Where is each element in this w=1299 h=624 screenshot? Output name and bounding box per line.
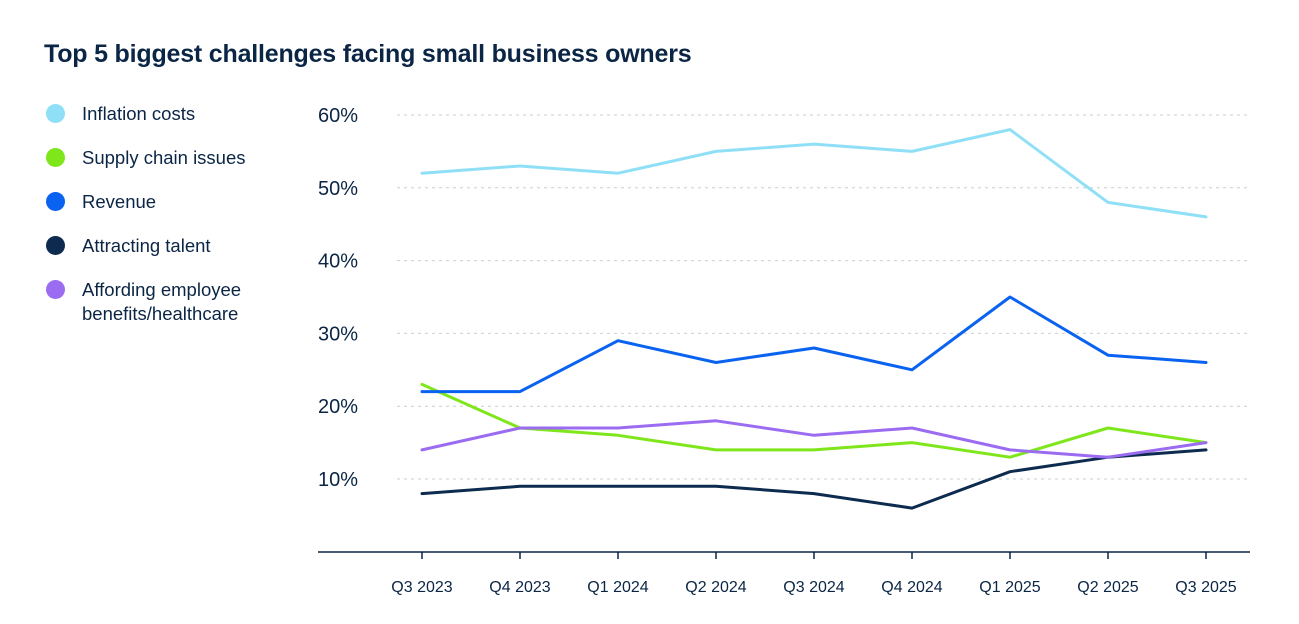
legend-label-inflation-costs: Inflation costs <box>82 103 196 124</box>
legend-swatch-attracting-talent <box>46 236 65 255</box>
x-tick-label-q3-2023: Q3 2023 <box>391 579 452 596</box>
series-line-affording-employee-benefits-healthcare <box>420 419 1208 459</box>
legend-item-affording-employee-benefits[interactable]: Affording employee benefits/healthcare <box>46 278 306 326</box>
legend-swatch-affording-employee-benefits <box>46 280 65 299</box>
series-line-inflation-costs <box>420 128 1208 219</box>
series-line-revenue <box>420 295 1208 394</box>
legend-label-revenue: Revenue <box>82 191 157 212</box>
y-tick-label-30: 30% <box>318 323 358 345</box>
series-line-supply-chain-issues <box>420 382 1208 459</box>
x-tick-label-q2-2024: Q2 2024 <box>685 579 746 596</box>
x-tick-label-q4-2024: Q4 2024 <box>881 579 942 596</box>
y-tick-label-50: 50% <box>318 178 358 200</box>
x-tick-label-q1-2024: Q1 2024 <box>587 579 648 596</box>
y-tick-label-60: 60% <box>318 105 358 127</box>
x-tick-label-q4-2023: Q4 2023 <box>489 579 550 596</box>
gridlines <box>397 114 1250 480</box>
y-tick-label-40: 40% <box>318 251 358 273</box>
x-axis: Q3 2023 Q4 2023 Q1 2024 Q2 2024 Q3 2024 Q4 20… <box>318 551 1250 596</box>
y-tick-label-20: 20% <box>318 396 358 418</box>
series-lines <box>420 128 1208 510</box>
chart-title: Top 5 biggest challenges facing small bu… <box>44 40 692 68</box>
x-tick-label-q2-2025: Q2 2025 <box>1077 579 1138 596</box>
legend-swatch-supply-chain-issues <box>46 148 65 167</box>
legend-item-attracting-talent[interactable]: Attracting talent <box>46 234 306 258</box>
legend-swatch-inflation-costs <box>46 104 65 123</box>
legend-label-affording-employee-benefits: Affording employee benefits/healthcare <box>82 279 242 324</box>
legend-item-inflation-costs[interactable]: Inflation costs <box>46 102 306 126</box>
legend-label-attracting-talent: Attracting talent <box>82 235 211 256</box>
legend-swatch-revenue <box>46 192 65 211</box>
y-axis-ticks: 60% 50% 40% 30% 20% 10% <box>318 105 358 491</box>
legend: Inflation costs Supply chain issues Reve… <box>46 102 306 346</box>
legend-label-supply-chain-issues: Supply chain issues <box>82 147 246 168</box>
x-tick-label-q3-2025: Q3 2025 <box>1175 579 1236 596</box>
series-line-attracting-talent <box>420 448 1208 510</box>
legend-item-supply-chain-issues[interactable]: Supply chain issues <box>46 146 306 170</box>
legend-item-revenue[interactable]: Revenue <box>46 190 306 214</box>
y-tick-label-10: 10% <box>318 469 358 491</box>
x-tick-label-q1-2025: Q1 2025 <box>979 579 1040 596</box>
x-tick-label-q3-2024: Q3 2024 <box>783 579 844 596</box>
